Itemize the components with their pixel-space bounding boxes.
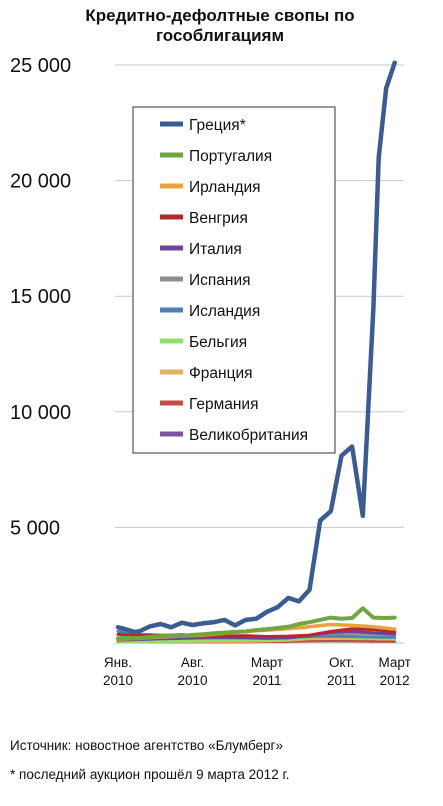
- legend-label: Венгрия: [189, 210, 248, 227]
- x-axis-ticks: Янв. 2010 Авг. 2010 Март 2011 Окт. 2011 Март 2012: [103, 655, 411, 688]
- series-line: [116, 629, 397, 642]
- x-tick-label: Март: [379, 655, 411, 670]
- y-tick-label: 25 000: [10, 55, 71, 77]
- x-tick-label: 2011: [252, 673, 281, 688]
- x-tick-label: 2010: [177, 673, 207, 688]
- chart-title: Кредитно-дефолтные свопы по гособлигация…: [85, 6, 355, 45]
- y-axis-ticks: 5 000 10 000 15 000 20 000 25 000: [10, 55, 71, 539]
- legend-label: Бельгия: [189, 334, 247, 351]
- legend-label: Великобритания: [189, 427, 308, 444]
- legend-label: Ирландия: [189, 179, 261, 196]
- y-tick-label: 10 000: [10, 402, 71, 424]
- legend: Греция* Португалия Ирландия Венгрия Италия Ис…: [132, 106, 336, 454]
- x-tick-label: Март: [251, 655, 283, 670]
- x-tick-label: Окт.: [329, 655, 354, 670]
- x-tick-label: 2011: [327, 673, 356, 688]
- footnote: * последний аукцион прошёл 9 марта 2012 …: [10, 767, 290, 782]
- x-tick-label: Янв.: [104, 655, 132, 670]
- y-tick-label: 15 000: [10, 286, 71, 308]
- series-line: [115, 60, 397, 635]
- legend-label: Португалия: [189, 148, 272, 165]
- x-tick-label: Авг.: [181, 655, 204, 670]
- series-line: [116, 606, 397, 641]
- y-tick-label: 20 000: [10, 171, 71, 193]
- series-lines: [115, 60, 397, 644]
- x-tick-label: 2012: [380, 673, 410, 688]
- legend-label: Италия: [189, 241, 242, 258]
- y-tick-label: 5 000: [10, 517, 60, 539]
- x-tick-label: 2010: [103, 673, 133, 688]
- source-note: Источник: новостное агентство «Блумберг»: [10, 738, 283, 753]
- legend-label: Германия: [189, 396, 259, 413]
- footer: Источник: новостное агентство «Блумберг»…: [10, 738, 289, 796]
- legend-label: Франция: [189, 365, 253, 382]
- legend-label: Испания: [189, 272, 251, 289]
- legend-label: Исландия: [189, 303, 260, 320]
- legend-label: Греция*: [189, 117, 246, 134]
- chart-plot: 5 000 10 000 15 000 20 000 25 000 Янв. 2010 Ав…: [10, 55, 411, 688]
